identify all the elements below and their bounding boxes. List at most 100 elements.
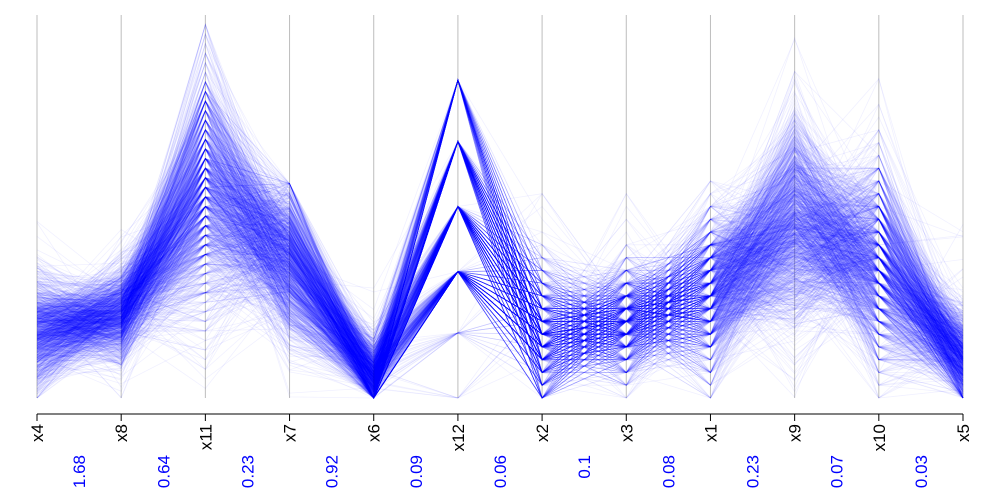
data-line	[36, 186, 964, 399]
data-line	[36, 140, 964, 393]
data-line	[36, 205, 964, 383]
data-line	[36, 140, 964, 380]
data-line	[36, 129, 964, 385]
data-line	[36, 196, 964, 396]
data-line	[36, 78, 964, 400]
data-line	[36, 203, 964, 378]
data-line	[36, 180, 964, 399]
data-line	[36, 177, 964, 386]
data-line	[36, 237, 964, 376]
data-line	[36, 218, 964, 379]
data-line	[36, 177, 964, 387]
data-line	[36, 196, 964, 399]
data-line	[36, 140, 964, 381]
polylines-layer	[36, 23, 964, 400]
data-line	[36, 148, 964, 399]
data-line	[36, 205, 964, 399]
data-line	[36, 138, 964, 399]
data-line	[36, 148, 964, 361]
data-line	[36, 138, 964, 386]
data-line	[36, 140, 964, 388]
data-line	[36, 140, 964, 376]
data-line	[36, 100, 964, 373]
data-line	[36, 140, 964, 396]
data-line	[36, 140, 964, 400]
data-line	[36, 186, 964, 387]
data-line	[36, 140, 964, 392]
data-line	[36, 206, 964, 399]
data-line	[36, 140, 964, 379]
data-line	[36, 148, 964, 387]
data-line	[36, 140, 964, 384]
data-line	[36, 140, 964, 385]
data-line	[36, 140, 964, 400]
data-line	[36, 140, 964, 386]
data-line	[36, 205, 964, 399]
data-line	[36, 119, 964, 399]
data-line	[36, 234, 964, 398]
data-line	[36, 78, 964, 397]
data-line	[36, 167, 964, 386]
data-line	[36, 157, 964, 376]
data-line	[36, 167, 964, 386]
data-line	[36, 228, 964, 375]
data-line	[36, 148, 964, 386]
data-line	[36, 109, 964, 379]
data-line	[36, 90, 964, 391]
data-line	[36, 78, 964, 362]
data-line	[36, 273, 964, 386]
data-line	[36, 91, 964, 376]
data-line	[36, 148, 964, 384]
data-line	[36, 140, 964, 399]
data-line	[36, 130, 964, 399]
data-line	[36, 140, 964, 376]
data-line	[36, 90, 964, 399]
data-line	[36, 140, 964, 389]
data-line	[36, 90, 964, 386]
data-line	[36, 78, 964, 399]
data-line	[36, 109, 964, 400]
data-line	[36, 205, 964, 356]
data-line	[36, 157, 964, 381]
data-line	[36, 196, 964, 399]
data-line	[36, 158, 964, 379]
data-line	[36, 183, 964, 387]
data-line	[36, 78, 964, 400]
data-line	[36, 177, 964, 387]
data-line	[36, 205, 964, 381]
data-line	[36, 177, 964, 399]
data-line	[36, 206, 964, 395]
data-line	[36, 256, 964, 384]
data-line	[36, 78, 964, 383]
data-line	[36, 71, 964, 395]
data-line	[36, 138, 964, 399]
data-line	[36, 129, 964, 399]
data-line	[36, 205, 964, 393]
data-line	[36, 128, 964, 399]
data-line	[36, 140, 964, 387]
data-line	[36, 140, 964, 397]
data-line	[36, 78, 964, 390]
data-line	[36, 119, 964, 386]
data-line	[36, 78, 964, 390]
data-line	[36, 140, 964, 363]
data-line	[36, 78, 964, 387]
data-line	[36, 138, 964, 377]
data-line	[36, 140, 964, 352]
data-line	[36, 140, 964, 368]
data-line	[36, 158, 964, 396]
gap-value-label: 1.68	[70, 455, 89, 488]
data-line	[36, 167, 964, 366]
data-line	[36, 119, 964, 399]
data-line	[36, 148, 964, 394]
data-line	[36, 119, 964, 400]
data-line	[36, 205, 964, 376]
data-line	[36, 148, 964, 394]
data-line	[36, 154, 964, 371]
data-line	[36, 140, 964, 374]
data-line	[36, 170, 964, 383]
data-line	[36, 109, 964, 399]
data-line	[36, 129, 964, 399]
data-line	[36, 100, 964, 381]
data-line	[36, 205, 964, 362]
